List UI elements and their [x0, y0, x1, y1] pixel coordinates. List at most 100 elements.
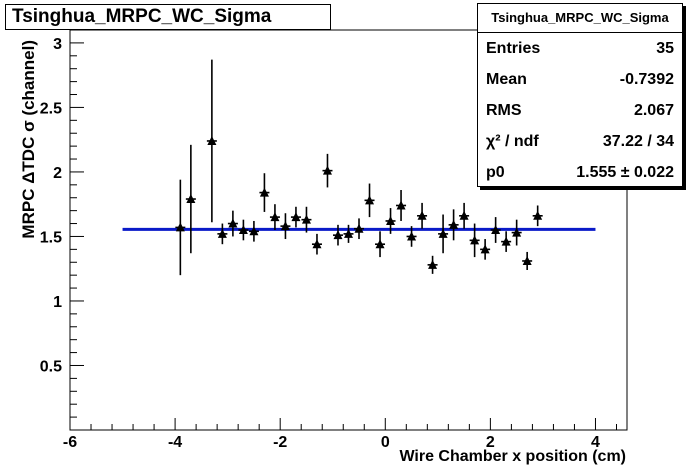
stats-box: Tsinghua_MRPC_WC_Sigma Entries 35 Mean -…	[477, 3, 683, 187]
triangle-marker	[301, 214, 311, 224]
data-point	[175, 179, 186, 276]
triangle-marker	[280, 221, 290, 231]
data-point	[469, 223, 480, 258]
y-tick-label: 2.5	[40, 100, 62, 117]
y-tick-label: 3	[53, 36, 62, 53]
data-point	[301, 206, 312, 233]
data-point	[459, 202, 470, 229]
y-tick-label: 2	[53, 165, 62, 182]
data-point	[364, 183, 375, 218]
stats-value: 2.067	[633, 101, 674, 119]
triangle-marker	[417, 210, 427, 220]
data-point	[427, 255, 438, 274]
triangle-marker	[186, 194, 196, 204]
data-point	[185, 144, 196, 254]
triangle-marker	[354, 223, 364, 233]
triangle-marker	[259, 187, 269, 197]
data-point	[385, 208, 396, 234]
x-tick-label: 4	[591, 434, 600, 451]
data-point	[532, 205, 543, 227]
data-point	[343, 224, 354, 243]
triangle-marker	[501, 236, 511, 246]
data-point	[406, 226, 417, 247]
data-point	[396, 190, 407, 221]
triangle-marker	[522, 255, 532, 265]
x-tick-label: 0	[381, 434, 390, 451]
triangle-marker	[238, 225, 248, 234]
triangle-marker	[428, 259, 438, 269]
triangle-marker	[480, 244, 490, 254]
y-tick-label: 1	[53, 294, 62, 311]
data-point	[217, 223, 228, 245]
data-point	[280, 213, 291, 240]
stats-title: Tsinghua_MRPC_WC_Sigma	[478, 4, 682, 33]
triangle-marker	[438, 228, 448, 238]
data-point	[290, 206, 301, 228]
stats-value: 35	[656, 39, 674, 57]
triangle-marker	[470, 235, 480, 245]
chart-title: Tsinghua_MRPC_WC_Sigma	[5, 4, 331, 30]
stats-label: χ² / ndf	[486, 132, 539, 150]
triangle-marker	[291, 212, 301, 222]
triangle-marker	[396, 200, 406, 210]
triangle-marker	[312, 239, 322, 249]
triangle-marker	[333, 230, 343, 240]
data-point	[322, 153, 333, 188]
triangle-marker	[407, 231, 417, 241]
triangle-marker	[365, 195, 375, 205]
data-point	[417, 202, 428, 229]
triangle-marker	[386, 215, 396, 225]
plot-frame	[69, 29, 628, 431]
triangle-marker	[491, 225, 501, 234]
data-point	[375, 231, 386, 258]
triangle-marker	[322, 165, 332, 175]
data-point	[206, 59, 217, 223]
data-point	[511, 219, 522, 246]
x-axis-label: Wire Chamber x position (cm)	[399, 448, 626, 465]
stats-value: 1.555 ± 0.022	[576, 163, 674, 181]
data-point	[438, 214, 449, 254]
y-tick-label: 1.5	[40, 229, 62, 246]
data-point	[227, 210, 238, 237]
stats-row-chi2: χ² / ndf 37.22 / 34	[478, 126, 682, 157]
data-point	[248, 220, 259, 242]
stats-label: Entries	[486, 39, 541, 57]
triangle-marker	[175, 222, 185, 232]
triangle-marker	[270, 212, 280, 222]
stats-label: RMS	[486, 101, 522, 119]
data-point	[480, 239, 491, 260]
triangle-marker	[207, 135, 217, 145]
stats-row-p0: p0 1.555 ± 0.022	[478, 157, 682, 188]
y-tick-label: 0.5	[40, 358, 62, 375]
stats-row-rms: RMS 2.067	[478, 95, 682, 126]
triangle-marker	[344, 228, 353, 238]
x-tick-label: 2	[486, 434, 495, 451]
triangle-marker	[249, 226, 259, 236]
stats-label: p0	[486, 163, 505, 181]
data-point	[501, 231, 512, 252]
y-axis-label: MRPC ΔTDC σ (channel)	[19, 40, 38, 239]
triangle-marker	[533, 210, 543, 220]
data-point	[522, 251, 533, 270]
x-tick-label: -4	[168, 434, 182, 451]
data-point	[259, 173, 270, 212]
triangle-marker	[228, 218, 238, 228]
stats-row-mean: Mean -0.7392	[478, 64, 682, 95]
stats-value: 37.22 / 34	[602, 132, 674, 150]
triangle-marker	[512, 227, 522, 237]
stats-label: Mean	[486, 70, 527, 88]
data-point	[448, 209, 459, 241]
data-point	[238, 219, 249, 241]
x-tick-label: -6	[63, 434, 77, 451]
x-tick-label: -2	[273, 434, 287, 451]
triangle-marker	[375, 239, 385, 249]
data-point	[269, 204, 280, 230]
stats-value: -0.7392	[619, 70, 674, 88]
triangle-marker	[449, 219, 459, 229]
data-point	[332, 224, 343, 246]
stats-row-entries: Entries 35	[478, 33, 682, 64]
data-point	[490, 217, 501, 243]
data-point	[311, 233, 322, 255]
data-point	[354, 218, 365, 240]
